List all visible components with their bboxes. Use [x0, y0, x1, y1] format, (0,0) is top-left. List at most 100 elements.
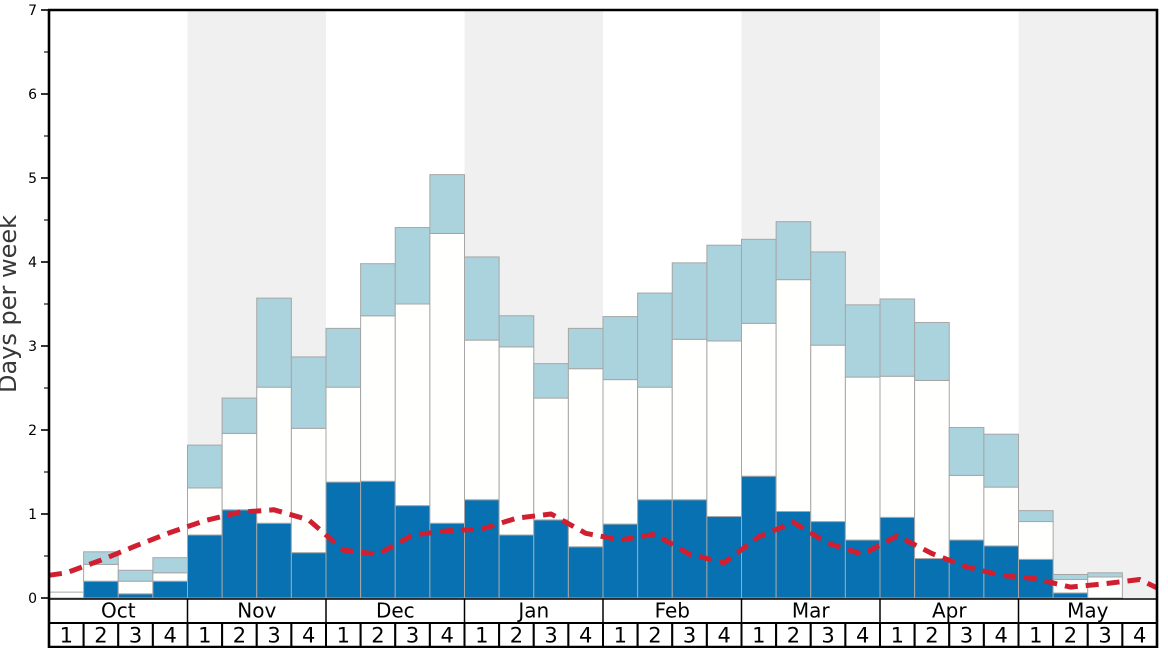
bar-segment-light-blue-days-m4-w0 [602, 316, 639, 381]
bar-segment-white-days-m0-w0 [48, 591, 85, 599]
bar-segment-white-days-m2-w0 [325, 386, 362, 483]
week-cell [1121, 622, 1159, 648]
bar-segment-light-blue-days-m5-w0 [741, 238, 777, 324]
week-cell [221, 622, 258, 648]
bar-segment-white-days-m3-w3 [567, 368, 604, 548]
bar-segment-dark-blue-days-m6-w1 [914, 558, 950, 599]
month-label-dec: Dec [376, 599, 415, 623]
bar-segment-dark-blue-days-m2-w3 [429, 522, 466, 599]
bar-segment-dark-blue-days-m1-w1 [221, 509, 258, 599]
bar-segment-dark-blue-days-m2-w1 [360, 480, 396, 599]
bar-segment-light-blue-days-m6-w1 [914, 321, 950, 381]
month-label-jan: Jan [516, 599, 549, 623]
bar-segment-dark-blue-days-m7-w1 [1052, 592, 1089, 599]
bar-segment-white-days-m6-w2 [948, 474, 985, 541]
week-label: 2 [787, 624, 800, 648]
week-label: 2 [233, 624, 246, 648]
bar-segment-white-days-m0-w2 [117, 580, 154, 595]
bar-segment-dark-blue-days-m4-w2 [671, 499, 708, 599]
bar-segment-dark-blue-days-m4-w1 [637, 499, 673, 599]
month-label-feb: Feb [655, 599, 690, 623]
average-line [48, 507, 1159, 591]
bar-segment-dark-blue-days-m3-w2 [533, 519, 569, 599]
y-tick-label: 1 [28, 507, 37, 523]
week-label: 3 [129, 624, 142, 648]
bar-segment-light-blue-days-m1-w0 [187, 444, 223, 489]
week-label: 4 [856, 624, 869, 648]
bar-segment-light-blue-days-m6-w3 [983, 433, 1020, 488]
bar-segment-white-days-m4-w0 [602, 379, 639, 525]
bar-segment-dark-blue-days-m3-w3 [567, 546, 604, 599]
week-label: 4 [1133, 624, 1146, 648]
week-label: 2 [925, 624, 938, 648]
bar-segment-white-days-m6-w1 [914, 379, 950, 560]
y-tick-label: 0 [28, 591, 37, 607]
bar-segment-light-blue-days-m5-w2 [810, 251, 846, 346]
bar-segment-dark-blue-days-m0-w2 [117, 593, 154, 599]
week-label: 1 [614, 624, 627, 648]
bar-segment-light-blue-days-m3-w1 [498, 315, 535, 348]
week-cell [844, 622, 882, 648]
y-tick-label: 7 [28, 3, 37, 19]
bar-segment-white-days-m6-w3 [983, 486, 1020, 547]
bar-segment-white-days-m3-w0 [464, 339, 500, 501]
bar-segment-white-days-m6-w0 [879, 375, 916, 518]
week-label: 2 [1064, 624, 1077, 648]
bar-segment-white-days-m4-w2 [671, 338, 708, 501]
bar-segment-light-blue-days-m2-w1 [360, 263, 396, 317]
week-label: 2 [371, 624, 384, 648]
bar-segment-white-days-m2-w3 [429, 232, 466, 524]
week-label: 3 [544, 624, 557, 648]
y-tick-label: 5 [28, 171, 37, 187]
month-label-mar: Mar [792, 599, 831, 623]
bar-segment-white-days-m1-w0 [187, 487, 223, 536]
week-cell [428, 622, 466, 648]
bar-segment-light-blue-days-m0-w3 [152, 557, 189, 574]
week-cell [636, 622, 674, 648]
bar-segment-light-blue-days-m3-w0 [464, 256, 500, 341]
bar-segment-light-blue-days-m2-w2 [394, 227, 431, 305]
bar-segment-light-blue-days-m4-w1 [637, 292, 673, 388]
bar-segment-dark-blue-days-m3-w0 [464, 499, 500, 599]
bar-segment-light-blue-days-m7-w2 [1087, 572, 1123, 578]
y-tick-label: 6 [28, 87, 37, 103]
bar-segment-dark-blue-days-m5-w2 [810, 521, 846, 599]
bar-segment-white-days-m4-w1 [637, 386, 673, 501]
bar-segment-dark-blue-days-m3-w1 [498, 534, 535, 599]
week-label: 4 [995, 624, 1008, 648]
bar-segment-white-days-m1-w1 [221, 432, 258, 511]
bar-segment-light-blue-days-m2-w3 [429, 174, 466, 234]
week-label: 2 [648, 624, 661, 648]
week-label: 1 [475, 624, 488, 648]
bar-segment-light-blue-days-m1-w1 [221, 397, 258, 434]
bar-segment-white-days-m1-w3 [290, 427, 327, 554]
week-cell [705, 622, 743, 648]
week-label: 1 [752, 624, 765, 648]
week-label: 1 [891, 624, 904, 648]
week-label: 3 [821, 624, 834, 648]
month-label-may: May [1067, 599, 1109, 623]
bar-segment-light-blue-days-m4-w2 [671, 262, 708, 340]
bar-segment-white-days-m0-w1 [83, 563, 119, 582]
bar-segment-light-blue-days-m1-w2 [256, 297, 292, 388]
week-label: 3 [960, 624, 973, 648]
bar-segment-white-days-m4-w3 [706, 340, 743, 518]
bar-segment-white-days-m5-w0 [741, 322, 777, 477]
week-label: 2 [94, 624, 107, 648]
bar-segment-light-blue-days-m7-w0 [1018, 510, 1054, 523]
bar-segment-light-blue-days-m5-w1 [775, 221, 812, 281]
week-cell [186, 622, 224, 648]
y-axis-label: Days per week [0, 215, 22, 393]
bar-segment-light-blue-days-m1-w3 [290, 356, 327, 429]
week-label: 1 [1029, 624, 1042, 648]
week-label: 4 [302, 624, 315, 648]
week-label: 1 [60, 624, 73, 648]
week-label: 2 [510, 624, 523, 648]
bar-segment-light-blue-days-m5-w3 [844, 304, 881, 378]
bar-segment-white-days-m5-w1 [775, 279, 812, 512]
week-label: 3 [267, 624, 280, 648]
week-label: 4 [718, 624, 731, 648]
bar-segment-white-days-m1-w2 [256, 386, 292, 524]
bar-segment-white-days-m2-w1 [360, 315, 396, 482]
